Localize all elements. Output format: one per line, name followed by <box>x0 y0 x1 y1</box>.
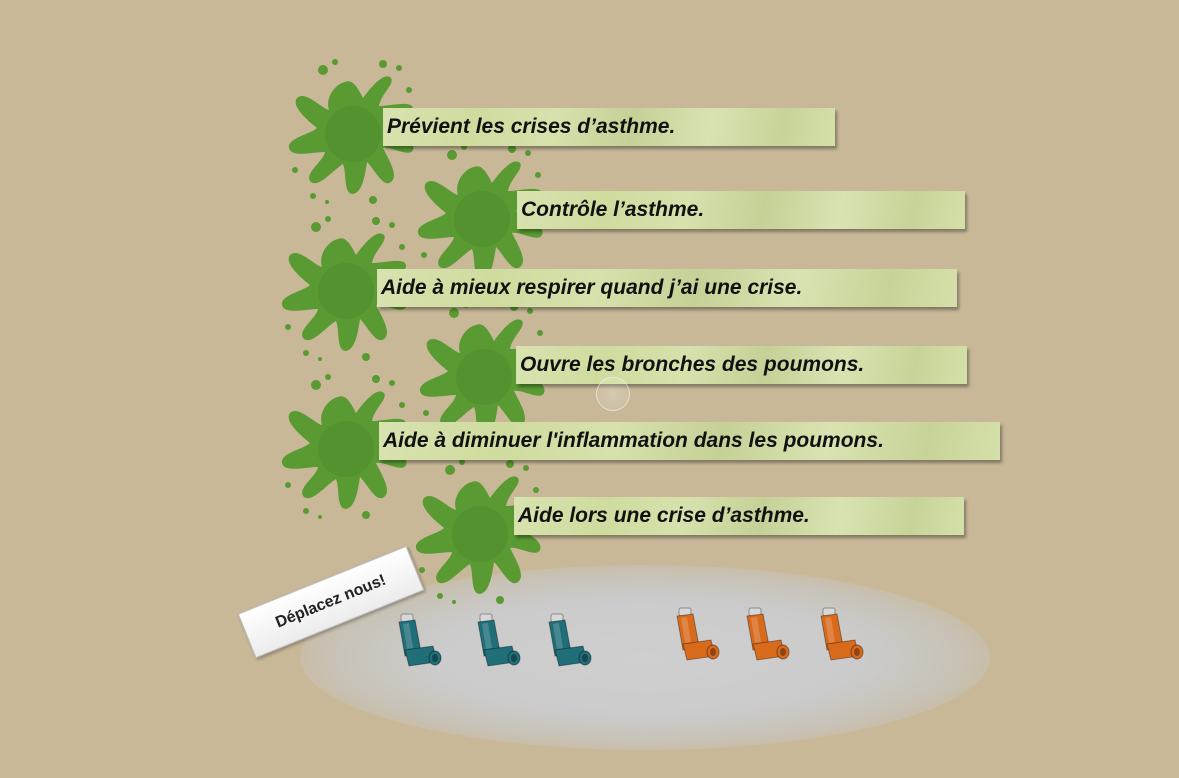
statement-strip-5[interactable]: Aide à diminuer l'inflammation dans les … <box>379 422 1000 460</box>
inhaler-icon[interactable] <box>545 612 595 674</box>
green-splat-icon <box>283 55 423 205</box>
inhaler-icon[interactable] <box>817 606 867 668</box>
inhaler-icon[interactable] <box>474 612 524 674</box>
statement-strip-4[interactable]: Ouvre les bronches des poumons. <box>516 346 967 384</box>
statement-strip-6[interactable]: Aide lors une crise d’asthme. <box>514 497 964 535</box>
inhaler-icon[interactable] <box>395 612 445 674</box>
inhaler-icon[interactable] <box>743 606 793 668</box>
green-splat-icon <box>276 370 416 520</box>
green-splat-icon <box>276 212 416 362</box>
cursor-indicator <box>596 377 630 411</box>
statement-text: Aide lors une crise d’asthme. <box>518 504 810 527</box>
statement-text: Aide à diminuer l'inflammation dans les … <box>383 429 884 452</box>
statement-strip-1[interactable]: Prévient les crises d’asthme. <box>383 108 835 146</box>
statement-strip-3[interactable]: Aide à mieux respirer quand j’ai une cri… <box>377 269 957 307</box>
green-splat-icon <box>410 455 550 605</box>
statement-text: Prévient les crises d’asthme. <box>387 115 676 138</box>
statement-text: Aide à mieux respirer quand j’ai une cri… <box>381 276 803 299</box>
statement-strip-2[interactable]: Contrôle l’asthme. <box>517 191 965 229</box>
green-splat-icon <box>412 140 552 290</box>
inhaler-icon[interactable] <box>673 606 723 668</box>
statement-text: Ouvre les bronches des poumons. <box>520 353 865 376</box>
statement-text: Contrôle l’asthme. <box>521 198 705 221</box>
